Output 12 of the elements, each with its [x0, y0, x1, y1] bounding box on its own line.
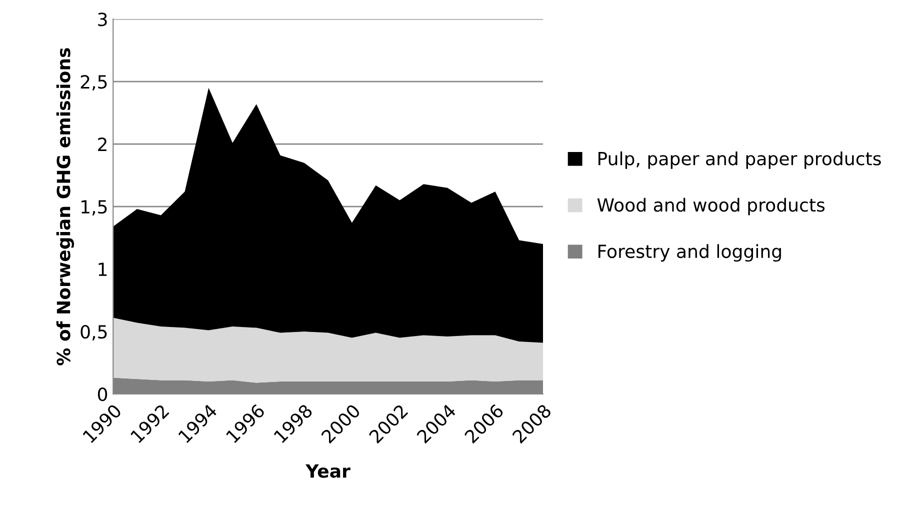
y-tick-label: 3 — [98, 12, 107, 26]
y-tick-label: 0,5 — [80, 324, 107, 340]
legend-label: Forestry and logging — [598, 244, 781, 262]
y-axis-title: % of Norwegian GHG emissions — [56, 48, 74, 366]
legend-label: Wood and wood products — [597, 198, 825, 216]
x-axis-title: Year — [306, 464, 350, 478]
legend-label: Pulp, paper and paper products — [598, 151, 881, 169]
y-tick-label: 2,5 — [80, 75, 107, 91]
y-tick-label: 0 — [98, 387, 108, 402]
y-tick-label: 2 — [98, 138, 106, 151]
y-tick-label: 1,5 — [82, 200, 107, 216]
y-tick-label: 1 — [98, 262, 107, 276]
